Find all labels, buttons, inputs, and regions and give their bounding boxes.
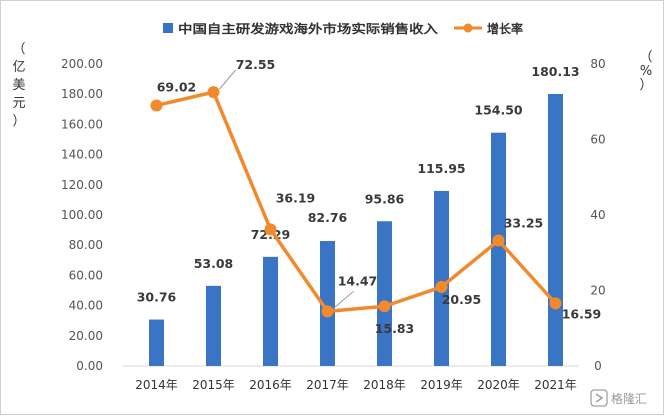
y-left-title-char: ）	[12, 114, 25, 129]
y-right-tick-label: 60	[590, 133, 605, 147]
line-data-label: 33.25	[504, 215, 544, 230]
bar	[263, 256, 278, 366]
line-series	[150, 86, 562, 318]
y-left-title-char: 美	[12, 78, 25, 93]
y-left-tick-label: 0.00	[76, 359, 103, 373]
y-right-tick-label: 80	[590, 57, 605, 71]
line-data-label: 15.83	[375, 321, 415, 336]
line-marker	[549, 297, 562, 310]
line-data-label: 36.19	[276, 190, 316, 205]
line-marker	[321, 305, 334, 318]
legend-label-bar: 中国自主研发游戏海外市场实际销售收入	[178, 21, 438, 36]
bar-data-label: 95.86	[365, 191, 405, 206]
bar	[206, 285, 221, 366]
y-axis-left-title: （ 亿美元 ）	[12, 42, 25, 129]
y-left-tick-label: 80.00	[69, 238, 103, 252]
y-left-tick-label: 100.00	[61, 208, 103, 222]
y-right-title-char: %	[640, 64, 652, 79]
y-left-title-char: （	[12, 42, 25, 57]
y-right-title-char: （	[639, 50, 652, 65]
line-marker	[492, 234, 505, 247]
y-left-tick-label: 160.00	[61, 117, 103, 131]
x-category-label: 2015年	[192, 378, 235, 392]
bar	[491, 132, 506, 366]
line-data-label: 14.47	[338, 273, 378, 288]
line-data-label: 16.59	[562, 306, 602, 321]
y-left-tick-label: 200.00	[61, 57, 103, 71]
bar-data-label: 180.13	[531, 64, 579, 79]
y-left-tick-label: 60.00	[69, 268, 103, 282]
bar	[320, 241, 335, 366]
legend: 中国自主研发游戏海外市场实际销售收入 增长率	[163, 21, 523, 36]
legend-swatch-marker	[463, 23, 473, 33]
y-left-tick-label: 120.00	[61, 178, 103, 192]
y-right-title-char: ）	[639, 78, 652, 93]
watermark: 格隆汇	[590, 389, 647, 407]
x-category-label: 2017年	[306, 378, 349, 392]
y-axis-right-title: （%）	[639, 50, 652, 93]
line-data-labels: 69.02 72.55 36.19 14.47 15.83 20.95 33.25 16.59	[157, 57, 602, 336]
leader-lines	[219, 69, 354, 309]
bar-data-label: 82.76	[308, 210, 348, 225]
bar-data-label: 115.95	[417, 161, 465, 176]
line-data-label: 69.02	[157, 79, 197, 94]
glh-logo-glyph	[595, 393, 604, 403]
bar	[434, 190, 449, 366]
y-left-tick-label: 180.00	[61, 87, 103, 101]
line-marker	[264, 223, 277, 236]
bar-data-label: 53.08	[194, 256, 234, 271]
x-category-label: 2020年	[477, 378, 520, 392]
bar	[149, 319, 164, 366]
leader-line	[333, 290, 354, 309]
bar-series	[149, 94, 563, 367]
leader-line	[219, 69, 236, 90]
bar-data-label: 30.76	[137, 290, 177, 305]
line-marker	[150, 99, 163, 112]
line-marker	[207, 86, 220, 99]
line-marker	[435, 280, 448, 293]
y-axis-right-ticks: 0 20 40 60 80	[590, 57, 605, 373]
legend-label-line: 增长率	[487, 21, 523, 36]
y-left-tick-label: 20.00	[69, 329, 103, 343]
line-data-label: 72.55	[236, 57, 276, 72]
bar	[377, 221, 392, 366]
y-axis-left-ticks: 0.00 20.00 40.00 60.00 80.00 100.00 120.00 140.…	[61, 57, 103, 373]
y-left-tick-label: 140.00	[61, 148, 103, 162]
watermark-text: 格隆汇	[611, 391, 647, 406]
y-right-tick-label: 40	[590, 208, 605, 222]
growth-rate-line	[156, 90, 557, 314]
x-category-label: 2014年	[135, 378, 178, 392]
legend-swatch-bar	[163, 23, 173, 33]
x-axis-category-labels: 2014年 2015年 2016年 2017年 2018年 2019年 2020年 2021年	[135, 378, 577, 392]
x-category-label: 2021年	[534, 378, 577, 392]
glh-logo-icon	[590, 389, 608, 407]
line-marker	[378, 300, 391, 313]
y-left-title-char: 亿	[12, 60, 25, 75]
bar-data-label: 154.50	[474, 103, 523, 118]
bar	[548, 94, 563, 367]
y-right-tick-label: 0	[594, 359, 602, 373]
y-left-tick-label: 40.00	[69, 299, 103, 313]
x-category-label: 2018年	[363, 378, 406, 392]
x-category-label: 2016年	[249, 378, 292, 392]
y-left-title-char: 元	[12, 96, 25, 111]
bar-data-labels: 30.7653.0872.2982.7695.86115.95154.50180…	[137, 64, 580, 305]
y-right-tick-label: 20	[590, 284, 605, 298]
x-category-label: 2019年	[420, 378, 463, 392]
line-data-label: 20.95	[442, 292, 482, 307]
